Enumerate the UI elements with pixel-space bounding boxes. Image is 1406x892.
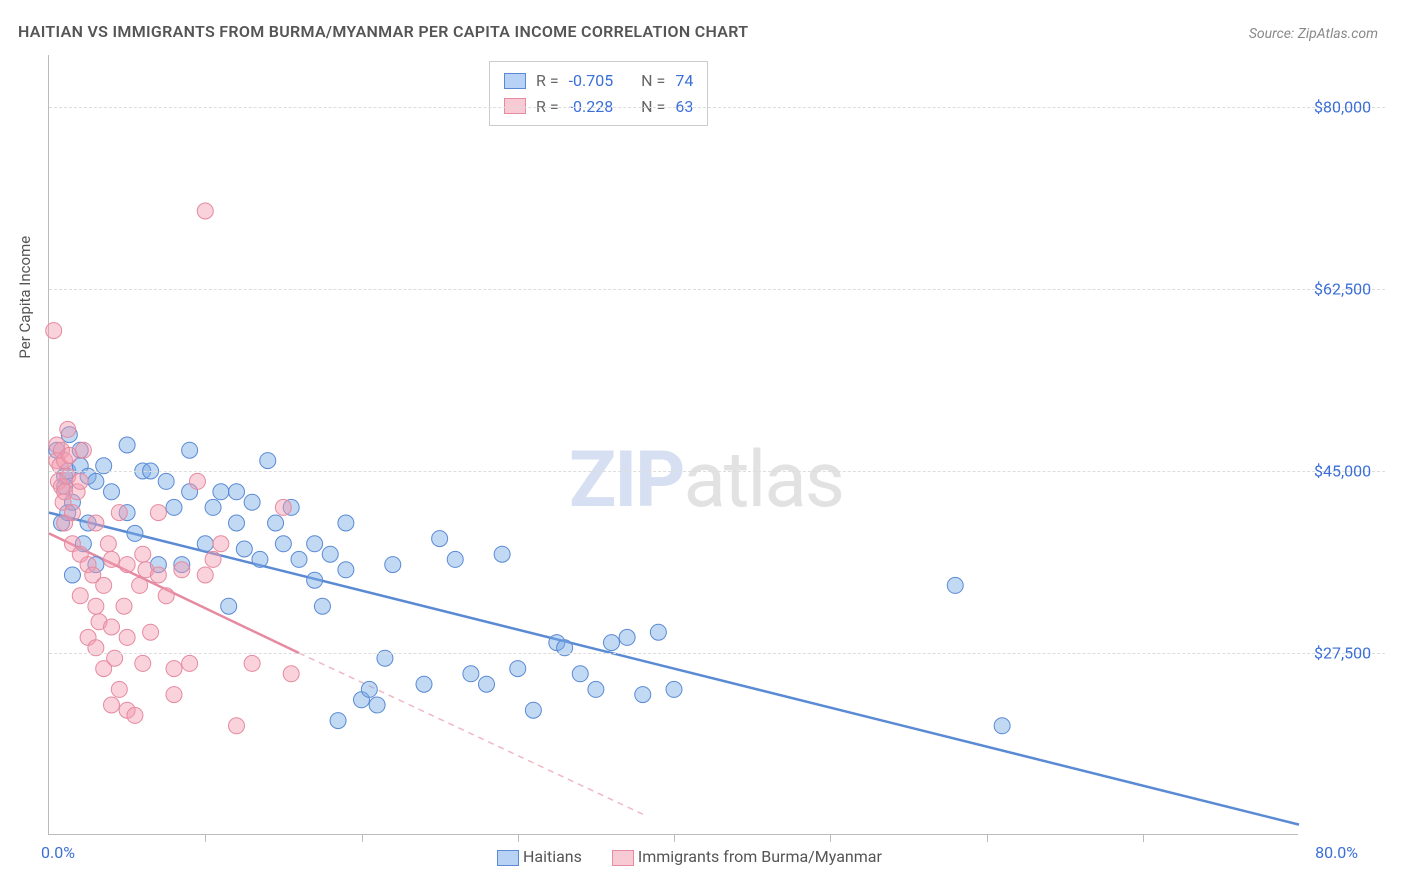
- swatch-blue-icon: [504, 73, 526, 89]
- y-tick-label: $80,000: [1314, 98, 1371, 117]
- source-attribution: Source: ZipAtlas.com: [1249, 26, 1378, 42]
- y-axis-label: Per Capita Income: [16, 236, 34, 359]
- y-tick-label: $45,000: [1314, 462, 1371, 481]
- series-legend: Haitians Immigrants from Burma/Myanmar: [497, 847, 882, 866]
- x-tick-min: 0.0%: [41, 843, 75, 862]
- chart-title: HAITIAN VS IMMIGRANTS FROM BURMA/MYANMAR…: [18, 22, 748, 41]
- scatter-svg: [49, 55, 1298, 834]
- y-tick-label: $27,500: [1314, 644, 1371, 663]
- legend-label-burma: Immigrants from Burma/Myanmar: [638, 847, 882, 866]
- swatch-pink-icon: [612, 850, 634, 866]
- correlation-legend: R = -0.705 N = 74 R = -0.228 N = 63: [489, 61, 708, 126]
- legend-label-haitians: Haitians: [523, 847, 582, 866]
- swatch-blue-icon: [497, 850, 519, 866]
- x-tick-max: 80.0%: [1315, 843, 1358, 862]
- y-tick-label: $62,500: [1314, 280, 1371, 299]
- chart-plot-area: ZIPatlas R = -0.705 N = 74 R = -0.228 N …: [48, 55, 1298, 835]
- legend-row-haitians: R = -0.705 N = 74: [504, 68, 693, 94]
